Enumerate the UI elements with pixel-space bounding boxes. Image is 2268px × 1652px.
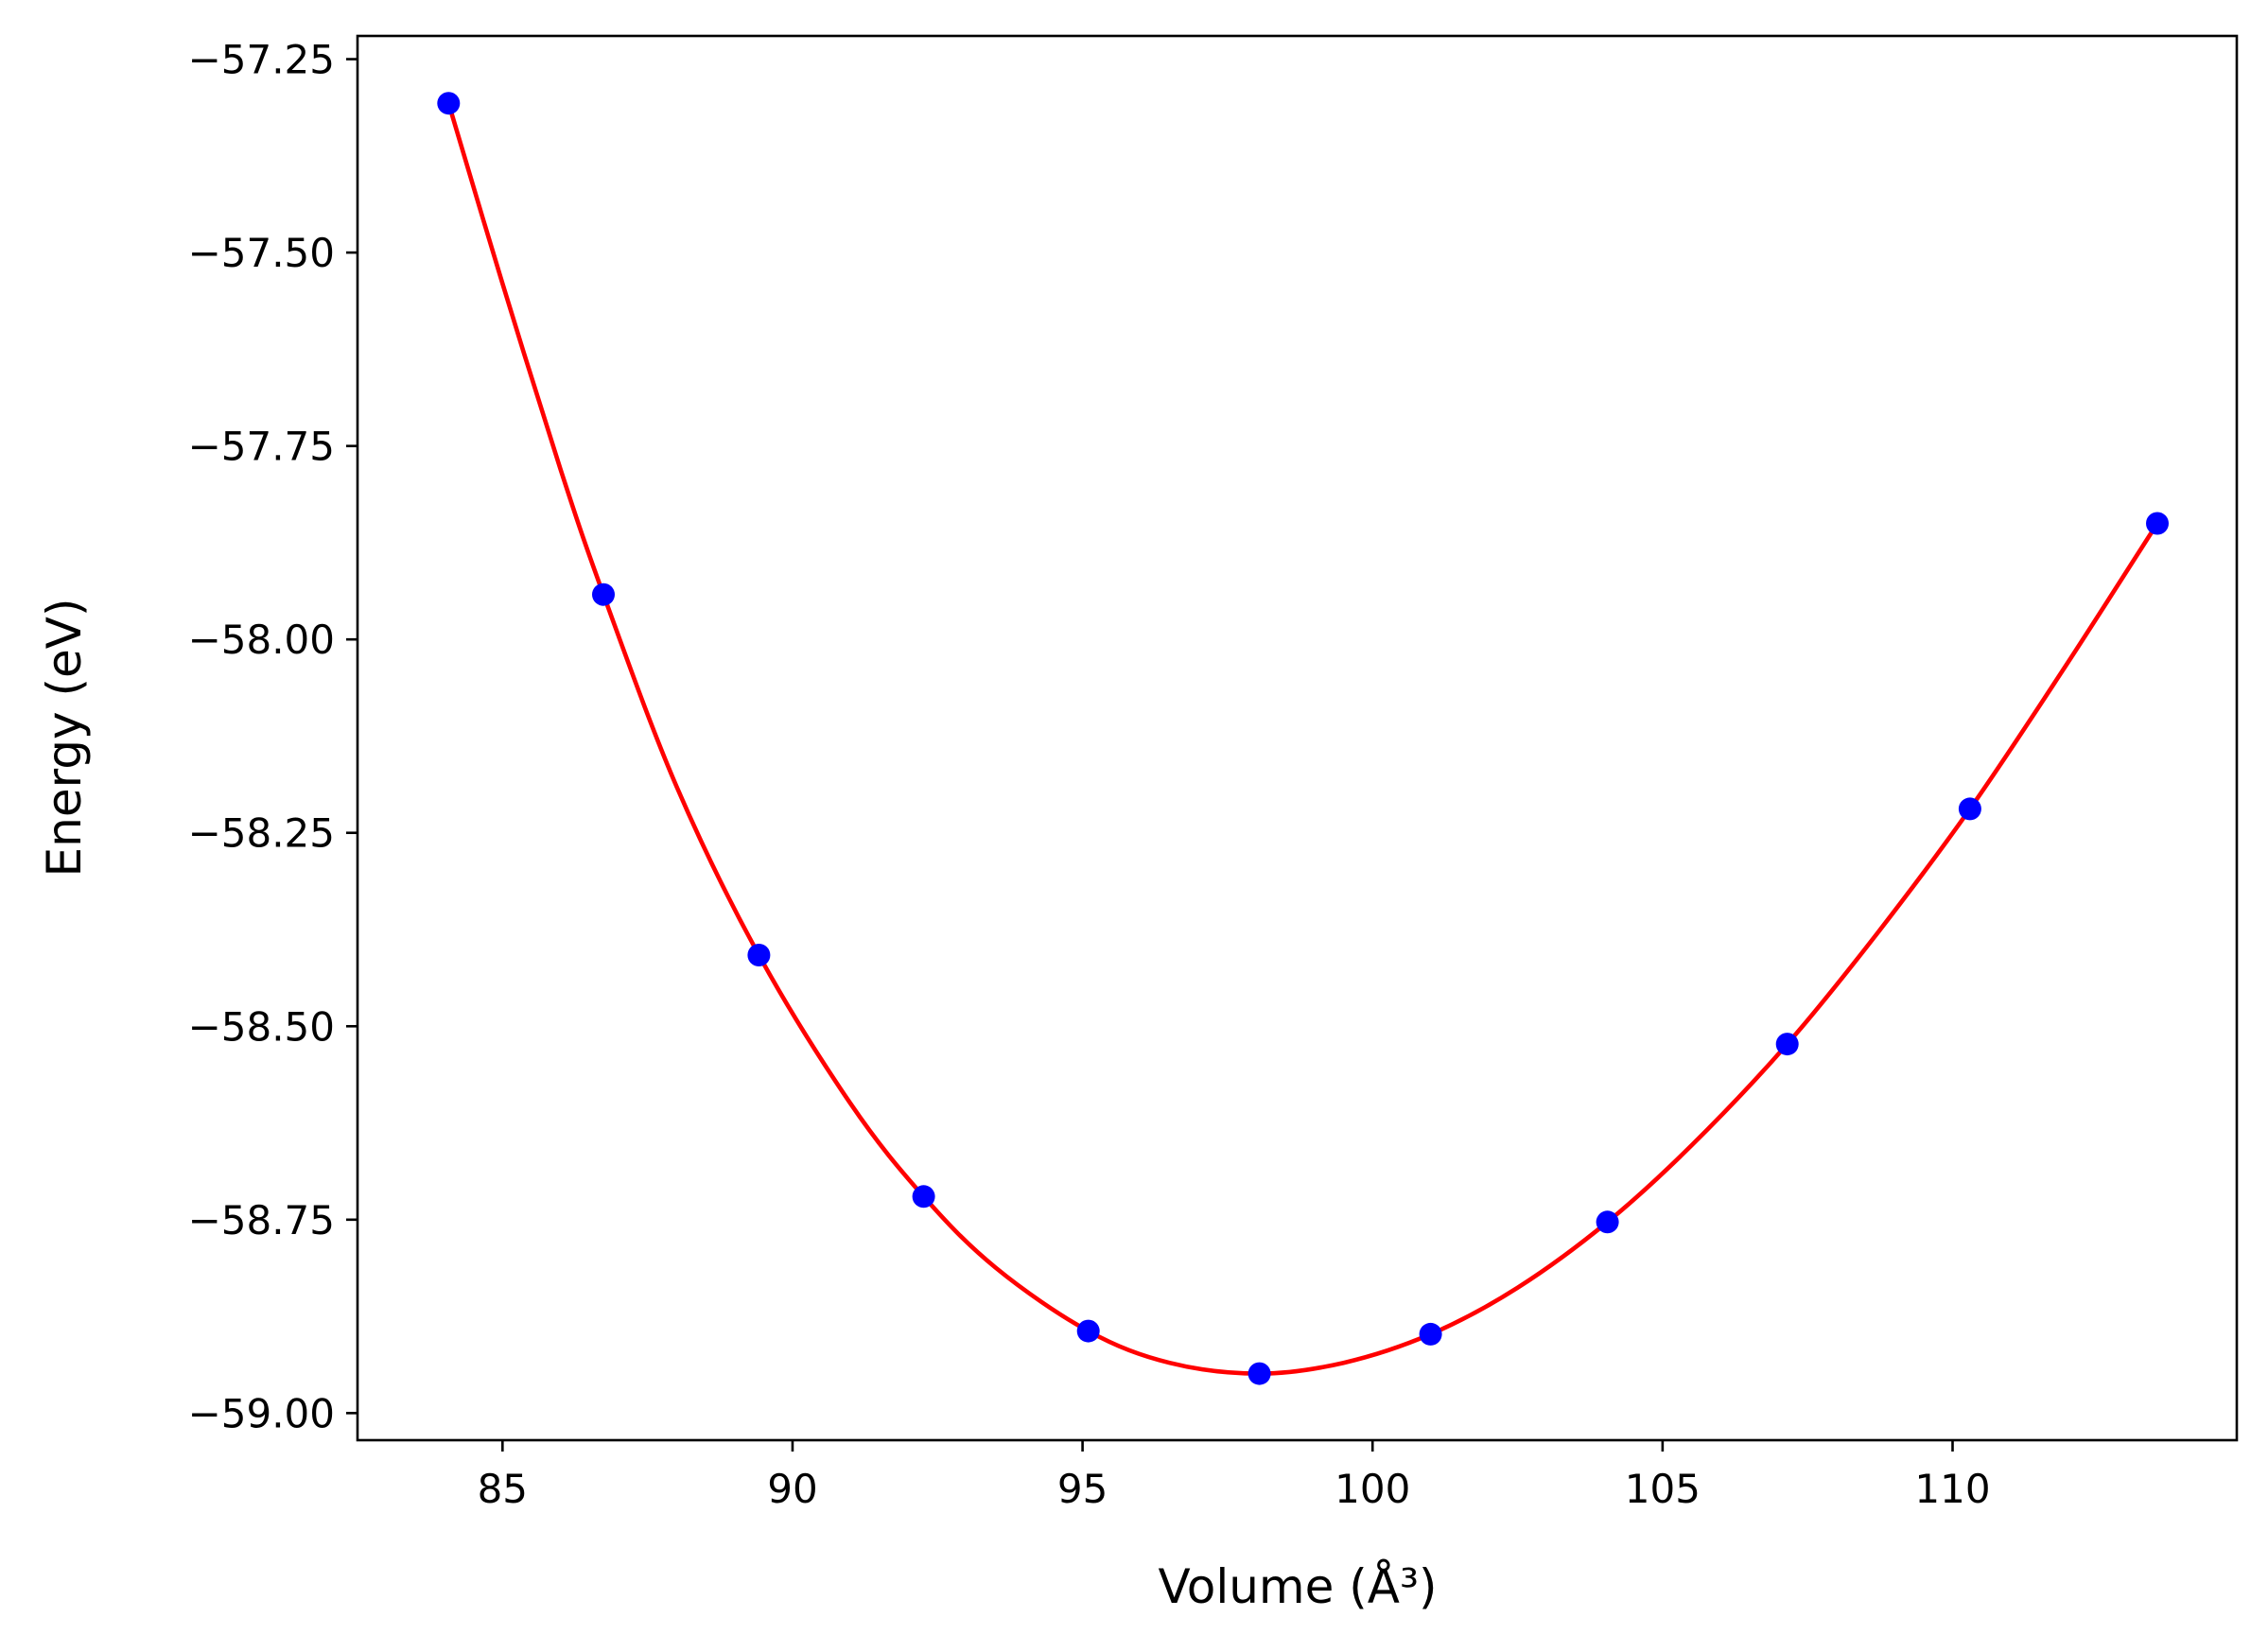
y-tick-label: −58.25 — [188, 810, 335, 857]
y-tick-label: −57.75 — [188, 424, 335, 470]
x-tick-label: 105 — [1625, 1466, 1701, 1512]
y-tick-label: −57.25 — [188, 37, 335, 83]
data-point — [747, 944, 771, 966]
x-tick-label: 90 — [767, 1466, 817, 1512]
y-axis: −57.25 −57.50 −57.75 −58.00 −58.25 −58.50 −58.… — [188, 37, 358, 1436]
axes-frame — [356, 34, 2239, 1442]
data-point — [437, 92, 461, 115]
x-tick-label: 100 — [1335, 1466, 1410, 1512]
x-axis: 85 90 95 100 105 110 — [478, 1440, 1991, 1512]
x-tick-label: 85 — [478, 1466, 528, 1512]
fit-curve — [446, 102, 2159, 1376]
plot-area — [437, 92, 2169, 1385]
y-tick-label: −57.50 — [188, 230, 335, 276]
y-tick-label: −58.00 — [188, 617, 335, 663]
data-point — [2146, 512, 2169, 535]
data-point — [1958, 797, 1981, 821]
data-point — [1076, 1319, 1100, 1343]
y-tick-label: −59.00 — [188, 1390, 335, 1436]
x-tick-label: 95 — [1057, 1466, 1108, 1512]
data-point — [1775, 1033, 1799, 1056]
data-point — [1419, 1322, 1442, 1346]
x-axis-label: Volume (Å³) — [1158, 1559, 1437, 1614]
x-tick-label: 110 — [1914, 1466, 1990, 1512]
data-point — [1247, 1362, 1271, 1385]
y-tick-label: −58.50 — [188, 1003, 335, 1050]
data-point — [592, 583, 615, 606]
y-tick-label: −58.75 — [188, 1197, 335, 1243]
data-point — [1596, 1210, 1619, 1234]
y-axis-label: Energy (eV) — [37, 599, 92, 878]
data-point — [912, 1185, 935, 1209]
